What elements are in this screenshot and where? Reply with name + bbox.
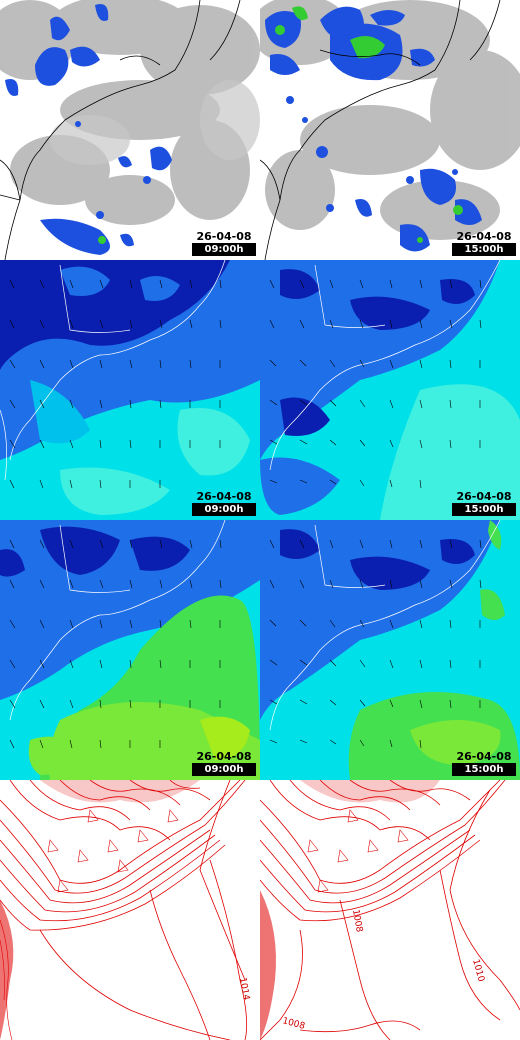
date-label: 26-04-08 <box>456 490 512 503</box>
pressure-panel-right: 1008 1010 1008 <box>260 780 520 1040</box>
time-label: 09:00h <box>192 243 256 256</box>
isobar-map: 1014 <box>0 780 260 1040</box>
humidity-map <box>260 260 520 520</box>
timestamp-badge: 26-04-08 15:00h <box>452 230 516 256</box>
date-label: 26-04-08 <box>196 490 252 503</box>
timestamp-badge: 26-04-08 09:00h <box>192 490 256 516</box>
time-label: 15:00h <box>452 503 516 516</box>
cloud-map <box>260 0 520 260</box>
isobar-label: 1008 <box>350 909 364 934</box>
isobar-map: 1008 1010 1008 <box>260 780 520 1040</box>
isobar-label: 1014 <box>237 977 251 1002</box>
timestamp-badge: 26-04-08 09:00h <box>192 230 256 256</box>
humidity-map <box>260 520 520 780</box>
timestamp-badge: 26-04-08 09:00h <box>192 750 256 776</box>
humidity2-panel-0900: 26-04-08 09:00h <box>0 520 260 780</box>
humidity-map <box>0 260 260 520</box>
time-label: 15:00h <box>452 763 516 776</box>
timestamp-badge: 26-04-08 15:00h <box>452 750 516 776</box>
time-label: 09:00h <box>192 763 256 776</box>
date-label: 26-04-08 <box>196 230 252 243</box>
date-label: 26-04-08 <box>196 750 252 763</box>
humidity-panel-0900: 26-04-08 09:00h <box>0 260 260 520</box>
humidity-panel-1500: 26-04-08 15:00h <box>260 260 520 520</box>
humidity2-panel-1500: 26-04-08 15:00h <box>260 520 520 780</box>
time-label: 09:00h <box>192 503 256 516</box>
cloud-map <box>0 0 260 260</box>
date-label: 26-04-08 <box>456 750 512 763</box>
timestamp-badge: 26-04-08 15:00h <box>452 490 516 516</box>
date-label: 26-04-08 <box>456 230 512 243</box>
time-label: 15:00h <box>452 243 516 256</box>
pressure-panel-left: 1014 <box>0 780 260 1040</box>
cloud-panel-0900: 26-04-08 09:00h <box>0 0 260 260</box>
humidity-map <box>0 520 260 780</box>
cloud-panel-1500: 26-04-08 15:00h <box>260 0 520 260</box>
